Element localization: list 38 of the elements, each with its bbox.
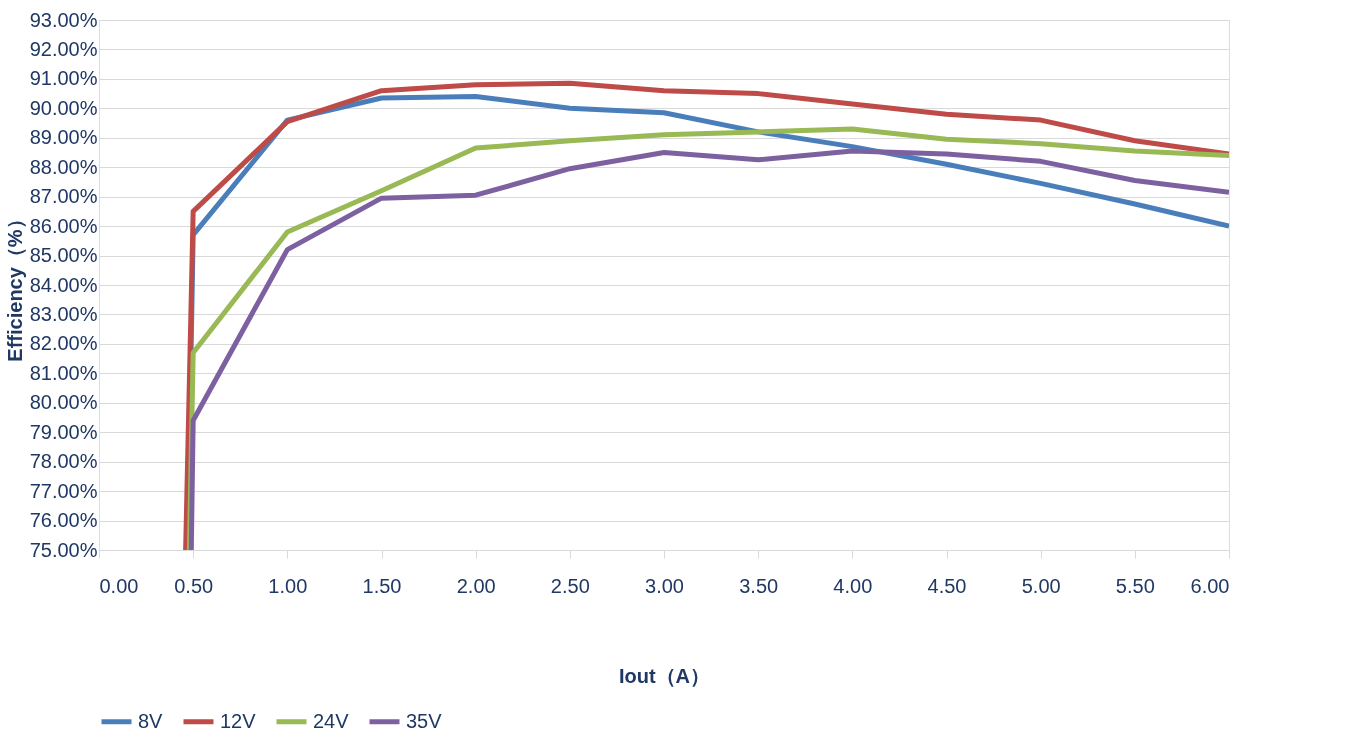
x-tick-label: 6.00: [1190, 574, 1230, 597]
legend-label: 24V: [313, 709, 350, 732]
x-tick-label: 1.50: [362, 574, 402, 597]
y-tick-label: 88.00%: [29, 155, 98, 178]
x-tick-label: 3.00: [645, 574, 684, 597]
y-tick-label: 90.00%: [29, 96, 98, 119]
y-tick-label: 81.00%: [29, 361, 98, 384]
y-tick-label: 79.00%: [29, 420, 98, 443]
x-tick-label: 0.50: [174, 574, 214, 597]
x-tick-label: 1.00: [268, 574, 308, 597]
y-tick-label: 76.00%: [29, 509, 98, 532]
y-tick-label: 89.00%: [29, 126, 98, 149]
legend-label: 12V: [220, 709, 257, 732]
y-axis-title: Efficiency（%）: [3, 209, 26, 362]
y-tick-label: 80.00%: [29, 391, 98, 414]
y-tick-label: 77.00%: [29, 479, 98, 502]
x-tick-label: 5.00: [1021, 574, 1061, 597]
y-tick-label: 86.00%: [29, 214, 98, 237]
x-tick-label: 0.00: [99, 574, 139, 597]
y-tick-label: 85.00%: [29, 244, 98, 267]
y-tick-label: 83.00%: [29, 302, 98, 325]
x-tick-label: 2.50: [550, 574, 590, 597]
x-tick-label: 3.50: [739, 574, 779, 597]
x-tick-label: 2.00: [456, 574, 496, 597]
x-tick-label: 4.00: [833, 574, 873, 597]
y-tick-label: 82.00%: [29, 332, 98, 355]
y-tick-label: 91.00%: [29, 67, 98, 90]
x-tick-label: 5.50: [1115, 574, 1155, 597]
x-axis-title: Iout（A）: [618, 664, 711, 687]
y-tick-label: 87.00%: [29, 185, 98, 208]
y-tick-label: 75.00%: [29, 538, 98, 561]
y-tick-label: 84.00%: [29, 273, 98, 296]
y-tick-label: 92.00%: [29, 37, 98, 60]
legend-label: 35V: [406, 709, 443, 732]
x-tick-label: 4.50: [927, 574, 967, 597]
legend-label: 8V: [138, 709, 164, 732]
y-tick-label: 93.00%: [29, 8, 98, 31]
y-tick-label: 78.00%: [29, 450, 98, 473]
